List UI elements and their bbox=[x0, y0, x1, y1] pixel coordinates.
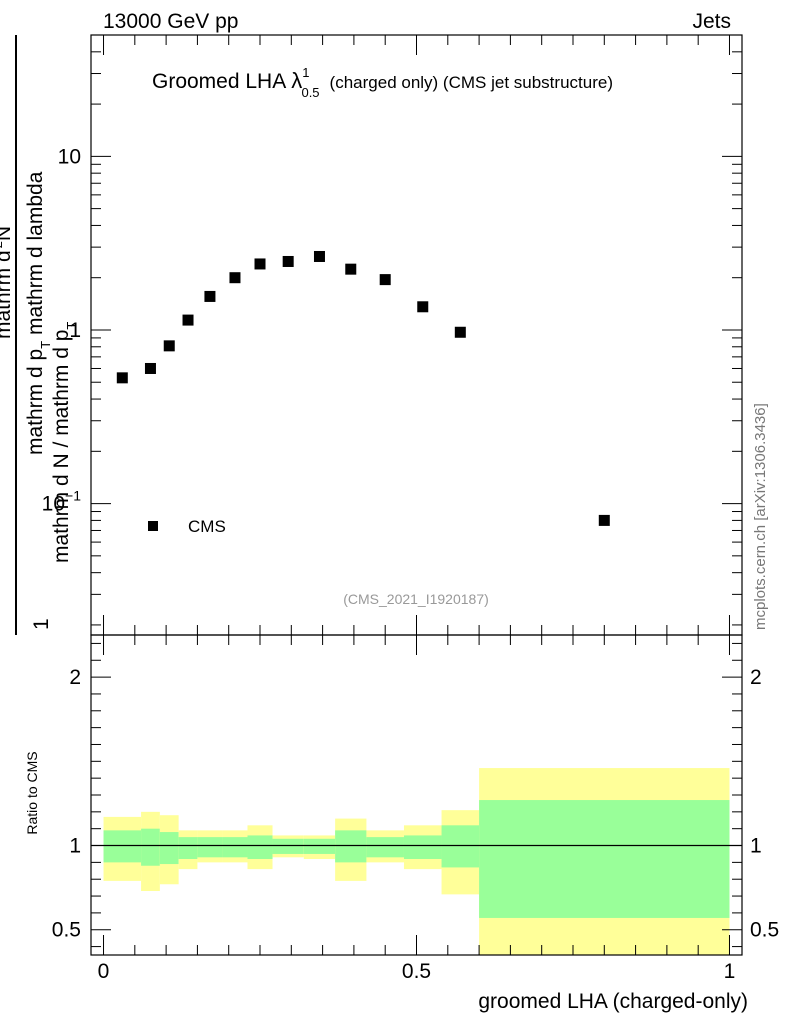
data-point bbox=[144, 362, 156, 374]
ratio-y-tick-label: 0.5 bbox=[52, 919, 81, 942]
legend-label-cms: CMS bbox=[188, 517, 226, 536]
y-label-num-d: mathrm d bbox=[0, 250, 15, 339]
uncertainty-bands bbox=[103, 768, 730, 955]
ratio-y-tick-label: 1 bbox=[69, 835, 81, 858]
data-point bbox=[379, 274, 391, 286]
y-label-den-lambda: mathrm d lambda bbox=[24, 171, 47, 341]
stat-uncertainty-band bbox=[247, 835, 273, 859]
y-tick-label: 1 bbox=[69, 319, 81, 342]
ratio-y-tick-label-right: 0.5 bbox=[750, 919, 779, 942]
data-point bbox=[345, 263, 357, 275]
y-label-denominator: mathrm d pT mathrm d lambda bbox=[24, 171, 53, 455]
process-label: Jets bbox=[692, 10, 731, 33]
y-label-den-dp: mathrm d p bbox=[24, 349, 47, 455]
stat-uncertainty-band bbox=[403, 835, 442, 859]
data-point bbox=[182, 314, 194, 326]
plot-title: Groomed LHA λ1 0.5 (charged only) (CMS jet … bbox=[152, 65, 613, 100]
ratio-y-axis-ticks: 2 2 1 1 0.5 0.5 bbox=[52, 642, 779, 948]
y-label-numerator: mathrm d 2N bbox=[0, 226, 15, 339]
y-label-prefactor: 1 bbox=[30, 618, 53, 630]
plot-title-subscript: 0.5 bbox=[301, 85, 319, 100]
y-tick-label-exponent: −1 bbox=[65, 488, 81, 504]
x-axis-label: groomed LHA (charged-only) bbox=[478, 990, 748, 1013]
data-point bbox=[116, 372, 128, 384]
data-point bbox=[163, 340, 175, 352]
y-label-num-n: N bbox=[0, 226, 15, 241]
main-y-axis-label: 1 mathrm d N / mathrm d pT mathrm d 2N ma… bbox=[0, 35, 79, 635]
stat-uncertainty-band bbox=[303, 838, 336, 854]
ratio-y-tick-label: 2 bbox=[69, 666, 81, 689]
data-point bbox=[282, 255, 294, 267]
data-point bbox=[454, 326, 466, 338]
y-label-pre-den: mathrm d N / mathrm d p bbox=[50, 330, 73, 563]
ratio-y-tick-label-right: 2 bbox=[750, 666, 762, 689]
ratio-y-axis-label: Ratio to CMS bbox=[24, 751, 40, 834]
x-tick-label: 1 bbox=[724, 960, 736, 983]
y-label-pre-sub: T bbox=[64, 322, 79, 330]
x-tick-label: 0 bbox=[98, 960, 110, 983]
plot-title-rest: (charged only) (CMS jet substructure) bbox=[330, 73, 613, 92]
data-point bbox=[204, 290, 216, 302]
legend-marker-cms bbox=[148, 521, 158, 531]
stat-uncertainty-band bbox=[141, 828, 160, 866]
data-point bbox=[313, 250, 325, 262]
plot-title-lambda: λ bbox=[291, 68, 302, 93]
data-point bbox=[254, 258, 266, 270]
data-points bbox=[116, 250, 610, 526]
y-tick-label-base: 10 bbox=[42, 493, 65, 516]
ratio-y-tick-label-right: 1 bbox=[750, 835, 762, 858]
plot-title-superscript: 1 bbox=[302, 65, 309, 80]
y-label-den-sub: T bbox=[38, 341, 53, 349]
stat-uncertainty-band bbox=[479, 800, 730, 918]
main-plot-frame bbox=[90, 34, 743, 636]
ratio-plot-panel: 2 21 10.5 0.5 0 0.5 1 Ratio to CMS groomed LH… bbox=[24, 634, 779, 1013]
plot-title-main: Groomed LHA bbox=[152, 70, 286, 93]
mcplots-label: mcplots.cern.ch [arXiv:1306.3436] bbox=[752, 403, 769, 630]
y-tick-label: 10−1 bbox=[42, 488, 82, 516]
stat-uncertainty-band bbox=[159, 832, 179, 865]
y-label-prefactor-denominator: mathrm d N / mathrm d pT bbox=[50, 322, 79, 563]
ratio-x-axis-ticks: 0 0.5 1 bbox=[98, 635, 736, 983]
stat-uncertainty-band bbox=[178, 837, 198, 859]
data-point bbox=[598, 514, 610, 526]
stat-uncertainty-band bbox=[335, 830, 367, 863]
data-point bbox=[417, 301, 429, 313]
stat-uncertainty-band bbox=[441, 825, 480, 868]
y-tick-label: 10 bbox=[58, 145, 81, 168]
stat-uncertainty-band bbox=[272, 838, 304, 854]
stat-uncertainty-band bbox=[222, 837, 248, 858]
stat-uncertainty-band bbox=[366, 837, 404, 858]
energy-label: 13000 GeV pp bbox=[103, 10, 238, 33]
y-label-num-sup: 2 bbox=[0, 241, 5, 248]
stat-uncertainty-band bbox=[103, 830, 142, 863]
stat-uncertainty-band bbox=[197, 837, 223, 858]
main-x-axis-ticks bbox=[103, 35, 730, 635]
x-tick-label: 0.5 bbox=[402, 960, 431, 983]
analysis-id: (CMS_2021_I1920187) bbox=[343, 591, 489, 607]
y-label-one: 1 bbox=[30, 618, 53, 630]
data-point bbox=[229, 272, 241, 284]
